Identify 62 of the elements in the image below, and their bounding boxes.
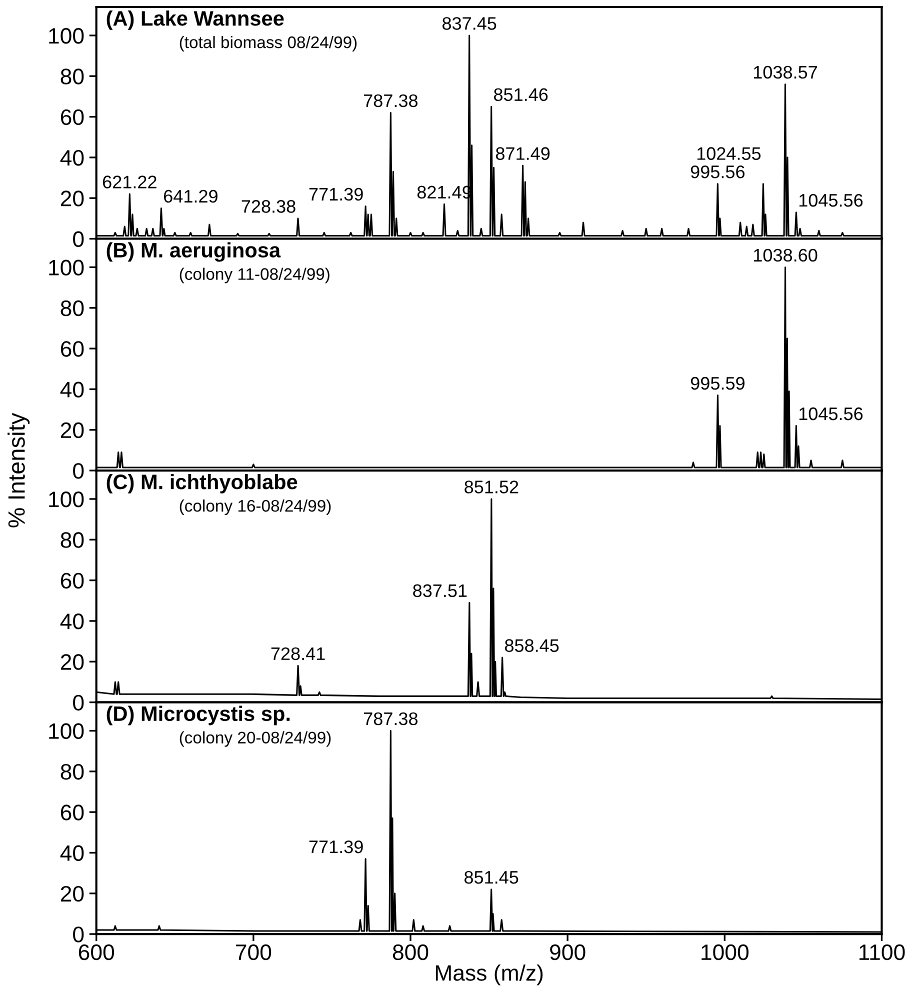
y-tick-label: 80	[60, 300, 84, 316]
y-tick-label: 0	[73, 231, 84, 248]
annotation: 837.51	[413, 584, 467, 598]
y-tick-label: 80	[60, 532, 84, 548]
annotation: 641.29	[164, 190, 218, 203]
text: (colony 20-08/24/99)	[180, 731, 331, 747]
annotation: 787.38	[364, 94, 418, 108]
annotation: 851.52	[464, 480, 518, 494]
annotation: 1024.55	[697, 147, 761, 160]
chart-title: (B) M. aeruginosa	[106, 242, 281, 262]
y-tick-label: 20	[60, 886, 84, 902]
annotation: 871.49	[496, 147, 550, 160]
x-tick-label: 1000	[702, 944, 749, 960]
y-tick-label: 100	[49, 723, 84, 740]
text: (colony 16-08/24/99)	[180, 500, 331, 516]
x-axis-title: Mass (m/z)	[436, 964, 543, 986]
y-tick-label: 60	[60, 109, 84, 126]
y-tick-label: 0	[73, 463, 84, 479]
y-tick-label: 60	[60, 804, 84, 820]
x-tick-label: 700	[236, 944, 272, 960]
annotation: 771.39	[309, 840, 363, 854]
annotation: 837.45	[442, 17, 496, 30]
annotation: 851.45	[464, 870, 518, 884]
x-tick-label: 800	[392, 944, 428, 960]
y-tick-label: 80	[60, 68, 84, 84]
y-tick-label: 100	[49, 28, 84, 44]
y-tick-label: 20	[60, 654, 84, 670]
annotation: 1038.60	[754, 248, 818, 262]
y-tick-label: 100	[49, 260, 84, 276]
text: (total biomass 08/24/99)	[180, 36, 357, 52]
chart-title: (D) Microcystis sp.	[106, 706, 290, 726]
annotation: 787.38	[364, 712, 418, 726]
text: (colony 11-08/24/99)	[180, 268, 330, 284]
annotation: 995.56	[690, 165, 744, 178]
x-tick-label: 900	[550, 944, 586, 960]
y-tick-label: 20	[60, 190, 84, 206]
y-tick-label: 40	[60, 382, 84, 398]
annotation: 728.38	[242, 200, 296, 213]
annotation: 728.41	[271, 647, 325, 660]
annotation: 995.59	[690, 376, 744, 390]
annotation: 771.39	[309, 188, 363, 201]
y-tick-label: 60	[60, 572, 84, 589]
y-tick-label: 80	[60, 764, 84, 780]
annotation: 1045.56	[799, 194, 863, 207]
y-tick-label: 40	[60, 150, 84, 166]
annotation: 851.46	[494, 88, 548, 102]
x-tick-label: 600	[78, 944, 114, 960]
chart-title: (A) Lake Wannsee	[106, 10, 284, 30]
annotation: 858.45	[504, 639, 559, 652]
y-tick-label: 0	[73, 694, 84, 711]
x-tick-label: 1100	[860, 944, 905, 960]
annotation: 1038.57	[754, 66, 817, 79]
y-tick-label: 100	[49, 492, 84, 508]
annotation: 621.22	[102, 176, 156, 188]
chart-title: (C) M. ichthyoblabe	[106, 474, 298, 494]
y-tick-label: 0	[73, 926, 84, 942]
y-tick-label: 60	[60, 341, 84, 357]
y-tick-label: 40	[60, 845, 84, 862]
y-tick-label: 40	[60, 614, 84, 630]
y-axis-title: % Intensity	[8, 412, 30, 528]
y-tick-label: 20	[60, 422, 84, 438]
annotation: 1045.56	[799, 407, 863, 420]
